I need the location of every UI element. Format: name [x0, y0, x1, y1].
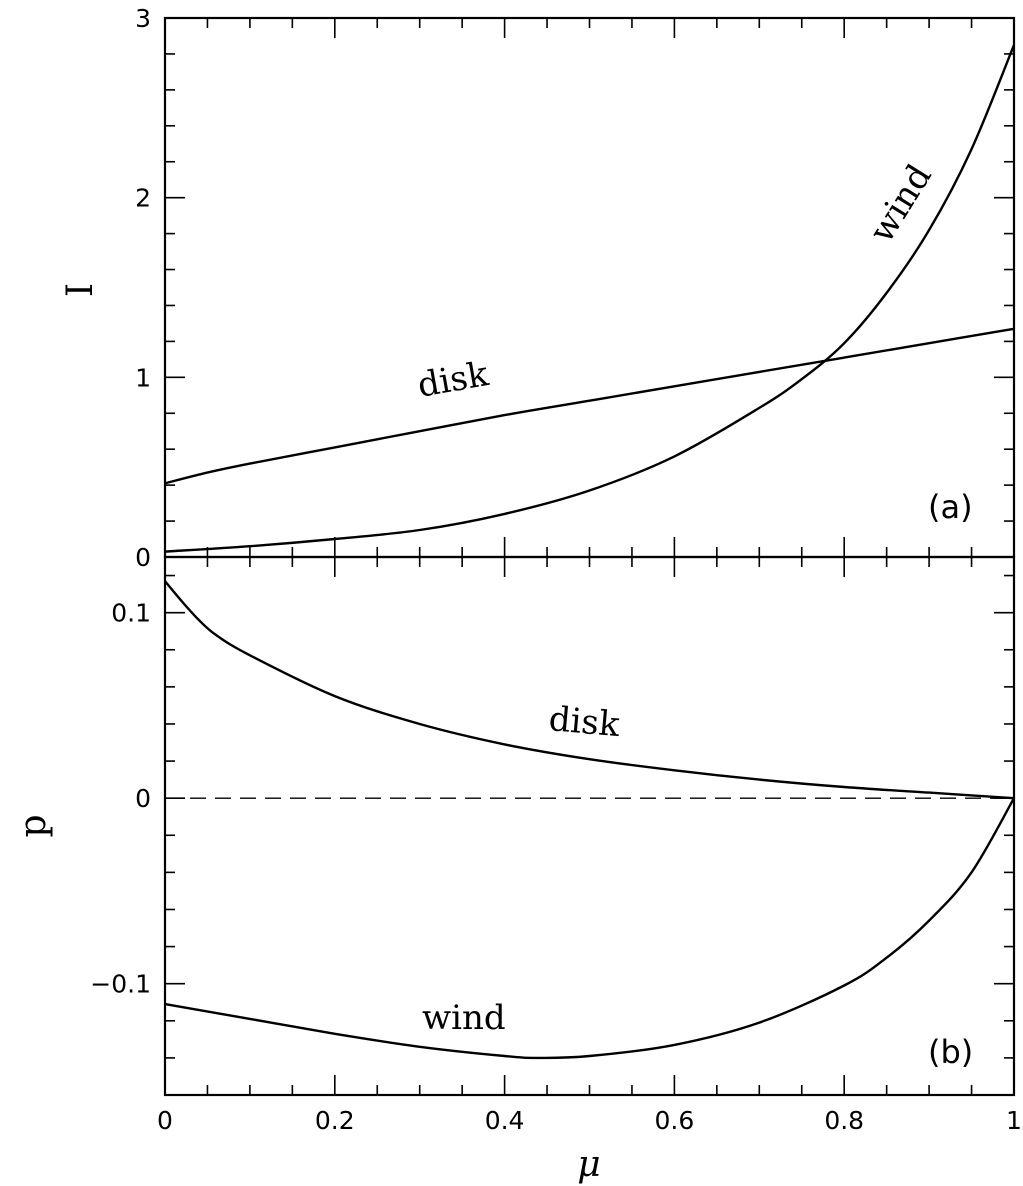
- x-tick-label-0-8: 0.8: [824, 1106, 864, 1135]
- panel-b-y-axis-label: p: [13, 814, 54, 837]
- x-tick-label-0-6: 0.6: [655, 1106, 695, 1135]
- panel-a-y-axis-label: I: [60, 283, 101, 297]
- panel-b-ticks: [164, 557, 1015, 1096]
- panel-b-y-tick-label-0-1: 0.1: [111, 599, 151, 628]
- panel-a-label: (a): [928, 488, 973, 526]
- panel-b-y-tick-label-0: 0: [135, 784, 151, 813]
- panel-a-y-tick-label-1: 1: [135, 363, 151, 392]
- x-tick-label-0: 0: [157, 1106, 173, 1135]
- panel-b-tick-labels: −0.1 0 0.1 0 0.2 0.4 0.6 0.8 1: [90, 599, 1022, 1135]
- panel-a: 0 1 2 3 I disk wind (a): [60, 4, 1016, 572]
- x-tick-label-1: 1: [1006, 1106, 1022, 1135]
- panel-a-curves: [164, 44, 1016, 553]
- panel-b-frame: [163, 555, 1016, 1097]
- x-axis-label: μ: [577, 1144, 600, 1185]
- panel-b-disk-label: disk: [547, 699, 621, 745]
- panel-b-curves: [164, 580, 1016, 1060]
- panel-b-wind-label: wind: [422, 998, 506, 1038]
- panel-a-disk-curve: [164, 327, 1015, 485]
- panel-b: −0.1 0 0.1 0 0.2 0.4 0.6 0.8 1 p disk wind (b): [13, 555, 1022, 1135]
- panel-a-y-tick-label-3: 3: [135, 4, 151, 33]
- x-tick-label-0-4: 0.4: [485, 1106, 525, 1135]
- panel-b-disk-curve: [164, 580, 1015, 800]
- panel-a-tick-labels: 0 1 2 3: [135, 4, 151, 572]
- panel-b-label: (b): [928, 1033, 973, 1071]
- panel-a-wind-curve: [164, 44, 1016, 553]
- panel-a-frame: [163, 16, 1016, 559]
- panel-b-wind-curve: [164, 797, 1016, 1060]
- panel-a-y-tick-label-2: 2: [135, 184, 151, 213]
- x-tick-label-0-2: 0.2: [315, 1106, 355, 1135]
- panel-b-y-tick-label-0-1: −0.1: [90, 970, 151, 999]
- panel-a-ticks: [164, 17, 1015, 558]
- panel-a-disk-label: disk: [415, 354, 492, 406]
- panel-a-wind-label: wind: [862, 158, 940, 250]
- panel-a-y-tick-label-0: 0: [135, 543, 151, 572]
